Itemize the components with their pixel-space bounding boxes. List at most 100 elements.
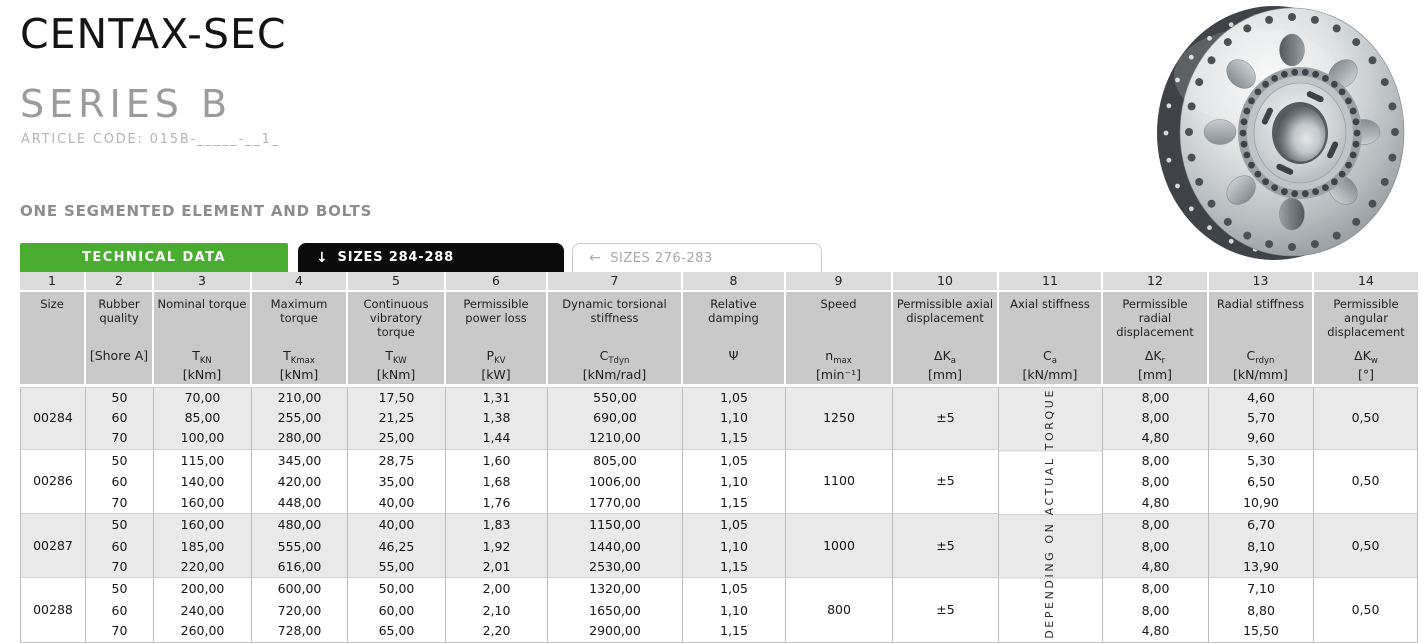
relative-damping-cell: 1,10 [683, 600, 786, 622]
table-body: 00284 50 70,00 210,00 17,50 1,31 550,00 1,05 125… [20, 387, 1418, 642]
maximum-torque-cell: 555,00 [252, 536, 348, 557]
relative-damping-cell: 1,15 [683, 556, 786, 578]
col-header-symbol [20, 348, 84, 367]
table-row: 00286 50 115,00 345,00 28,75 1,60 805,00 1,05 11… [20, 448, 1418, 513]
rubber-quality-cell: 60 [86, 407, 154, 428]
table-row: 00284 50 70,00 210,00 17,50 1,31 550,00 1,05 125… [20, 387, 1418, 642]
nominal-torque-cell: 160,00 [154, 492, 252, 513]
table-row: 00288 50 200,00 600,00 50,00 2,00 1320,00 1,05 8… [20, 577, 1418, 642]
power-loss-cell: 2,01 [446, 556, 548, 578]
col-header-name: Permissible power loss [463, 297, 529, 325]
relative-damping-cell: 1,10 [683, 471, 786, 493]
col-header-symbol: CTdyn [599, 348, 630, 366]
rubber-quality-cell: 70 [86, 556, 154, 578]
col-number-8: 8 [683, 272, 786, 292]
column-number-row: 1 2 3 4 5 6 7 8 9 10 11 12 13 14 [20, 272, 1418, 292]
vibratory-torque-cell: 28,75 [348, 448, 446, 472]
col-number-13: 13 [1209, 272, 1314, 292]
radial-displacement-cell: 8,00 [1103, 448, 1209, 472]
torsional-stiffness-cell: 1320,00 [548, 577, 683, 601]
col-header-14: Permissible angular displacement ΔKw [°] [1314, 292, 1418, 387]
col-header-name: Nominal torque [157, 297, 247, 311]
col-header-symbol: [Shore A] [89, 348, 149, 363]
col-header-name: Maximum torque [270, 297, 328, 325]
power-loss-cell: 1,31 [446, 387, 548, 408]
table-row: 00287 50 160,00 480,00 40,00 1,83 1150,00 1,05 1… [20, 512, 1418, 578]
tab-technical-data-label: TECHNICAL DATA [82, 250, 226, 265]
maximum-torque-cell: 420,00 [252, 471, 348, 493]
page-title: CENTAX-SEC [20, 10, 287, 58]
col-number-4: 4 [252, 272, 348, 292]
nominal-torque-cell: 70,00 [154, 387, 252, 408]
maximum-torque-cell: 448,00 [252, 492, 348, 513]
col-header-unit: [mm] [927, 367, 963, 382]
coupling-product-image [1157, 6, 1405, 260]
col-header-unit: [kNm] [279, 367, 319, 382]
maximum-torque-cell: 480,00 [252, 512, 348, 537]
torsional-stiffness-cell: 1150,00 [548, 512, 683, 537]
col-header-name: Dynamic torsional stiffness [562, 297, 667, 325]
maximum-torque-cell: 616,00 [252, 556, 348, 578]
vibratory-torque-cell: 40,00 [348, 492, 446, 513]
nominal-torque-cell: 115,00 [154, 448, 252, 472]
col-header-name: Continuous vibratory torque [363, 297, 429, 339]
speed-cell: 1250 [786, 387, 893, 449]
col-header-3: Nominal torque TKN [kNm] [154, 292, 252, 387]
disc-face-holes [1203, 33, 1381, 231]
vibratory-torque-cell: 25,00 [348, 428, 446, 449]
radial-displacement-cell: 8,00 [1103, 512, 1209, 537]
col-header-symbol: Ca [1043, 348, 1057, 366]
radial-stiffness-cell: 13,90 [1209, 556, 1314, 578]
table-row: 70 260,00 728,00 65,00 2,20 2900,00 1,15 4,80 15… [20, 621, 1418, 642]
vibratory-torque-cell: 17,50 [348, 387, 446, 408]
power-loss-cell: 1,92 [446, 536, 548, 557]
col-header-1: Size [20, 292, 86, 387]
col-header-symbol: ΔKa [934, 348, 956, 366]
col-header-name: Permissible radial displacement [1116, 297, 1194, 339]
tab-technical-data[interactable]: TECHNICAL DATA [20, 243, 288, 272]
rubber-quality-cell: 50 [86, 512, 154, 537]
radial-stiffness-cell: 6,70 [1209, 512, 1314, 537]
maximum-torque-cell: 255,00 [252, 407, 348, 428]
relative-damping-cell: 1,05 [683, 448, 786, 472]
radial-stiffness-cell: 7,10 [1209, 577, 1314, 601]
col-header-unit [86, 367, 152, 384]
power-loss-cell: 1,68 [446, 471, 548, 493]
vibratory-torque-cell: 65,00 [348, 621, 446, 642]
nominal-torque-cell: 260,00 [154, 621, 252, 642]
col-header-symbol: nmax [825, 348, 852, 366]
col-header-13: Radial stiffness Crdyn [kN/mm] [1209, 292, 1314, 387]
col-number-7: 7 [548, 272, 683, 292]
tab-sizes-284-288[interactable]: ↓ SIZES 284-288 [298, 243, 564, 272]
col-header-symbol: ΔKr [1144, 348, 1166, 366]
rubber-quality-cell: 50 [86, 387, 154, 408]
axial-displacement-cell: ±5 [893, 512, 999, 578]
col-header-11: Axial stiffness Ca [kN/mm] [999, 292, 1103, 387]
radial-stiffness-cell: 6,50 [1209, 471, 1314, 493]
tab-sizes-276-283[interactable]: ← SIZES 276-283 [572, 243, 822, 272]
col-header-name: Axial stiffness [1010, 297, 1090, 311]
torsional-stiffness-cell: 1770,00 [548, 492, 683, 513]
radial-stiffness-cell: 9,60 [1209, 428, 1314, 449]
col-header-4: Maximum torque TKmax [kNm] [252, 292, 348, 387]
maximum-torque-cell: 280,00 [252, 428, 348, 449]
radial-stiffness-cell: 4,60 [1209, 387, 1314, 408]
rubber-quality-cell: 50 [86, 577, 154, 601]
rubber-quality-cell: 50 [86, 448, 154, 472]
relative-damping-cell: 1,10 [683, 536, 786, 557]
radial-displacement-cell: 8,00 [1103, 387, 1209, 408]
power-loss-cell: 1,44 [446, 428, 548, 449]
radial-stiffness-cell: 5,70 [1209, 407, 1314, 428]
nominal-torque-cell: 140,00 [154, 471, 252, 493]
angular-displacement-cell: 0,50 [1314, 448, 1418, 513]
radial-stiffness-cell: 15,50 [1209, 621, 1314, 642]
technical-data-table: 1 2 3 4 5 6 7 8 9 10 11 12 13 14 Size Rubber quality … [20, 272, 1418, 643]
vibratory-torque-cell: 46,25 [348, 536, 446, 557]
size-cell: 00288 [20, 577, 86, 642]
torsional-stiffness-cell: 1650,00 [548, 600, 683, 622]
angular-displacement-cell: 0,50 [1314, 512, 1418, 578]
power-loss-cell: 1,60 [446, 448, 548, 472]
maximum-torque-cell: 600,00 [252, 577, 348, 601]
col-header-2: Rubber quality [Shore A] [86, 292, 154, 387]
col-number-12: 12 [1103, 272, 1209, 292]
